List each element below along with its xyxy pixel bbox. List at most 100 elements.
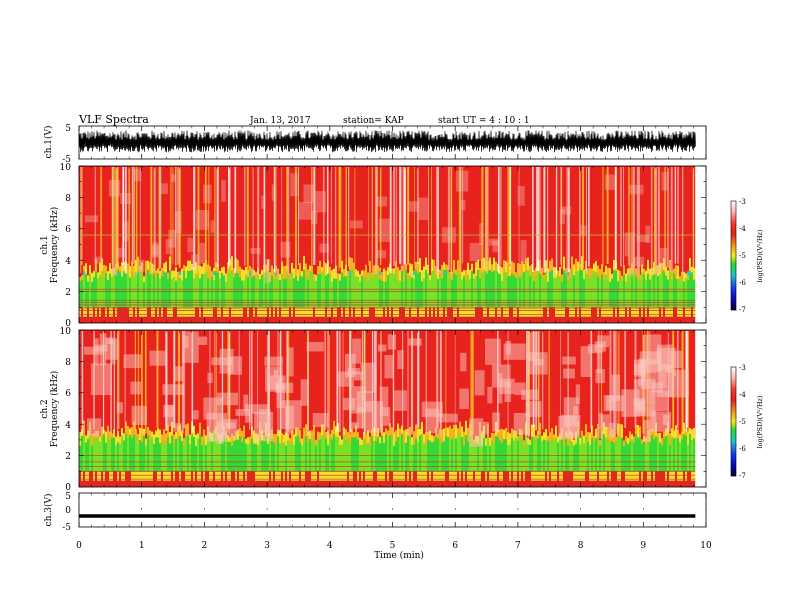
spectrogram-low-band: [645, 280, 647, 308]
spectrogram-low-band: [483, 269, 485, 308]
spectrogram-transition: [207, 264, 209, 279]
spectrogram-low-band: [285, 445, 287, 472]
spectrogram-base-band: [417, 471, 419, 481]
spectrogram-base-band: [305, 471, 307, 481]
spectrogram-transition: [473, 273, 475, 279]
spectrogram-base-band: [451, 471, 453, 481]
spectrogram-low-band: [295, 436, 297, 472]
spectrogram-low-band: [193, 437, 195, 472]
spectrogram-base-band: [515, 307, 517, 317]
spectrogram-base-band: [221, 471, 223, 481]
spectrogram-light-patch: [303, 184, 316, 203]
spectrogram-low-band: [563, 446, 565, 472]
spectrogram-sferic: [80, 167, 83, 266]
spectrogram-base-band: [273, 471, 275, 481]
spectrogram-base-band: [637, 471, 639, 481]
spectrogram-base-band: [541, 471, 543, 481]
spectrogram-sferic: [80, 167, 82, 273]
spectrogram-sferic: [204, 167, 207, 273]
spectrogram-base-band: [581, 307, 583, 317]
colorbar-band: [731, 418, 736, 420]
spectrogram-base-band: [133, 307, 135, 317]
spectrogram-base-band: [661, 471, 663, 481]
spectrogram-low-band: [171, 279, 173, 308]
spectrogram-base-band: [619, 471, 621, 481]
colorbar-band: [731, 461, 736, 463]
spectrogram-base-band: [197, 307, 199, 317]
spectrogram-transition: [259, 273, 261, 280]
spectrogram-low-band: [343, 434, 345, 472]
spectrogram-base-band: [585, 471, 587, 481]
spectrogram-low-band: [479, 434, 481, 472]
colorbar-band: [731, 385, 736, 387]
spectrogram-low-band: [679, 442, 681, 472]
spectrogram-base-band: [243, 471, 245, 481]
spectrogram-base-band: [525, 307, 527, 317]
spectrogram-base-band: [689, 307, 691, 317]
spectrogram-light-patch: [306, 342, 324, 352]
spectrogram-light-patch: [199, 242, 206, 264]
spectrogram-transition: [681, 431, 683, 440]
spectrogram-transition: [691, 266, 693, 273]
spectrogram-transition: [251, 268, 253, 278]
colorbar-band: [731, 474, 736, 476]
colorbar-band: [731, 411, 736, 413]
spectrogram-base-band: [323, 471, 325, 481]
colorbar-band: [731, 218, 736, 220]
spectrogram-base-band: [225, 471, 227, 481]
spectrogram-low-band: [619, 437, 621, 472]
spectrogram-transition: [507, 432, 509, 446]
spectrogram-transition: [107, 425, 109, 437]
spectrogram-base-band: [181, 471, 183, 481]
spectrogram-base-band: [345, 307, 347, 317]
colorbar-band: [731, 287, 736, 289]
spectrogram-base-band: [355, 471, 357, 481]
spectrogram-sferic: [536, 167, 539, 271]
cb2-label: log(PSD)(V²/Hz): [756, 395, 764, 448]
spectrogram-transition: [387, 430, 389, 440]
spectrogram-transition: [661, 438, 663, 446]
spectrogram-sferic: [655, 167, 658, 275]
spectrogram-light-patch: [513, 412, 531, 435]
colorbar-band: [731, 264, 736, 266]
colorbar-band: [731, 410, 736, 412]
spectrogram-low-band: [405, 442, 407, 472]
spectrogram-transition: [181, 430, 183, 442]
spectrogram-base-band: [457, 307, 459, 317]
spectrogram-base-band: [655, 307, 657, 317]
spectrogram-base-band: [591, 307, 593, 317]
spectrogram-transition: [355, 425, 357, 438]
spectrogram-transition: [189, 434, 191, 445]
spectrogram-base-band: [83, 307, 85, 317]
spectrogram-base-band: [537, 471, 539, 481]
spectrogram-transition: [583, 269, 585, 279]
spectrogram-low-band: [87, 281, 89, 308]
colorbar-band: [731, 280, 736, 282]
spectrogram-low-band: [243, 437, 245, 472]
spectrogram-transition: [133, 421, 135, 436]
colorbar-band: [731, 368, 736, 370]
spectrogram-low-band: [659, 442, 661, 472]
spectrogram-low-band: [637, 437, 639, 472]
spectrogram-base-band: [195, 307, 197, 317]
spectrogram-low-band: [643, 441, 645, 472]
colorbar-band: [731, 383, 736, 385]
spectrogram-light-patch: [360, 362, 377, 393]
spectrogram-base-band: [467, 471, 469, 481]
spectrogram-base-band: [97, 471, 99, 481]
spectrogram-light-patch: [378, 218, 392, 242]
spectrogram-transition: [299, 263, 301, 276]
spectrogram-sferic: [609, 331, 612, 435]
spectrogram-sferic: [348, 167, 350, 267]
colorbar-band: [731, 472, 736, 474]
spectrogram-low-band: [79, 281, 81, 308]
spectrogram-low-band: [143, 435, 145, 472]
spectrogram-transition: [155, 270, 157, 279]
spectrogram-sferic: [620, 167, 622, 267]
spectrogram-transition: [613, 259, 615, 271]
spectrogram-transition: [141, 428, 143, 443]
colorbar-band: [731, 465, 736, 467]
spectrogram-base-band: [355, 307, 357, 317]
spectrogram-transition: [173, 434, 175, 445]
spectrogram-base-band: [217, 471, 219, 481]
